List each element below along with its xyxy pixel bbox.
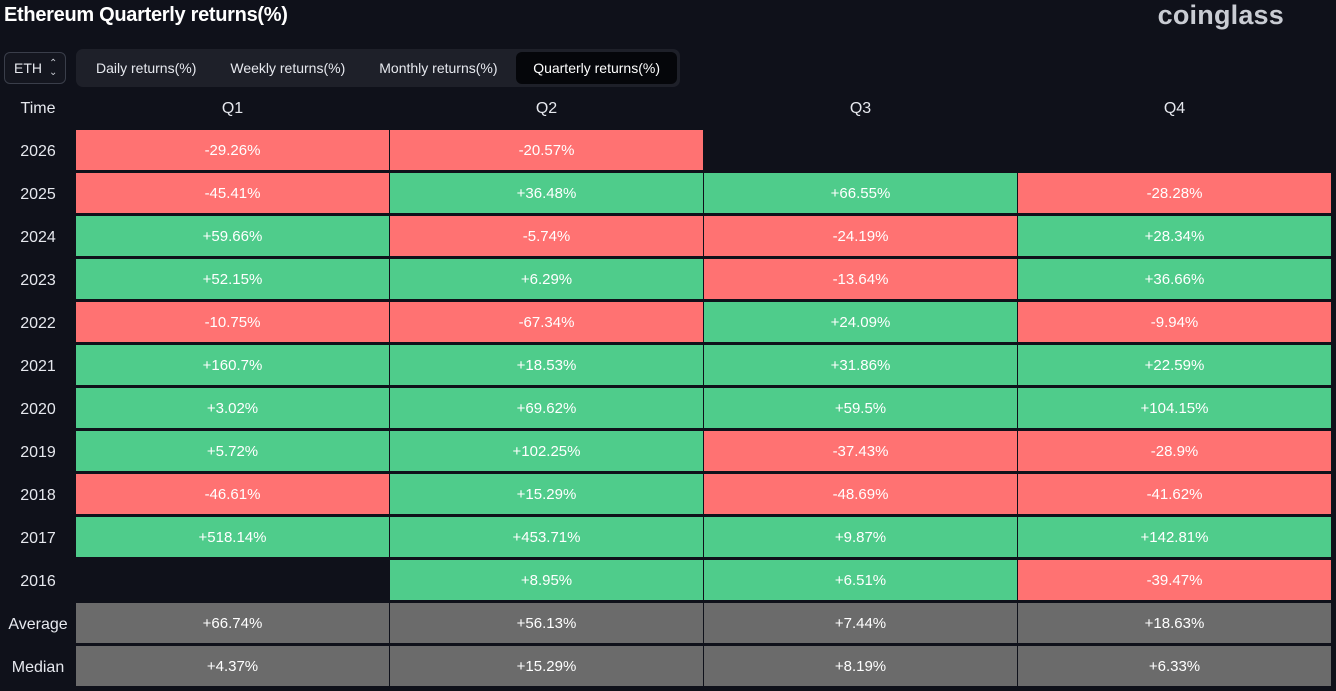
brand-logo[interactable]: coinglass [1157, 0, 1284, 30]
return-cell: -24.19% [704, 216, 1017, 256]
returns-tabs: Daily returns(%) Weekly returns(%) Month… [76, 49, 680, 87]
chevron-up-down-icon: ⌃ ⌄ [49, 58, 58, 78]
table-row: 2026 -29.26% -20.57% [0, 130, 1336, 173]
row-header-label: Time [20, 100, 56, 117]
return-cell: +24.09% [704, 302, 1017, 342]
year-label: 2024 [20, 228, 56, 246]
return-cell: +22.59% [1018, 345, 1331, 385]
asset-select[interactable]: ETH ⌃ ⌄ [4, 52, 66, 84]
year-label: 2026 [20, 142, 56, 160]
table-row: 2024 +59.66% -5.74% -24.19% +28.34% [0, 216, 1336, 259]
column-header-q1: Q1 [221, 100, 244, 117]
summary-row: Median +4.37% +15.29% +8.19% +6.33% [0, 646, 1336, 689]
return-cell: +18.63% [1018, 603, 1331, 643]
page-title: Ethereum Quarterly returns(%) [4, 4, 288, 26]
return-cell: +6.51% [704, 560, 1017, 600]
return-cell: +31.86% [704, 345, 1017, 385]
return-cell: +52.15% [76, 259, 389, 299]
tab-monthly-returns[interactable]: Monthly returns(%) [379, 60, 498, 76]
return-cell: +36.48% [390, 173, 703, 213]
return-cell: -39.47% [1018, 560, 1331, 600]
return-cell: +8.19% [704, 646, 1017, 686]
return-cell: -9.94% [1018, 302, 1331, 342]
tab-weekly-returns[interactable]: Weekly returns(%) [230, 60, 346, 76]
tab-daily-returns[interactable]: Daily returns(%) [96, 60, 197, 76]
return-cell: +3.02% [76, 388, 389, 428]
table-row: 2019 +5.72% +102.25% -37.43% -28.9% [0, 431, 1336, 474]
return-cell: -41.62% [1018, 474, 1331, 514]
return-cell: -28.9% [1018, 431, 1331, 471]
return-cell: -13.64% [704, 259, 1017, 299]
asset-select-value: ETH [14, 60, 42, 76]
return-cell: +66.74% [76, 603, 389, 643]
return-cell: +104.15% [1018, 388, 1331, 428]
return-cell: -45.41% [76, 173, 389, 213]
return-cell: +59.5% [704, 388, 1017, 428]
table-row: 2025 -45.41% +36.48% +66.55% -28.28% [0, 173, 1336, 216]
summary-row-label: Average [8, 615, 68, 633]
table-row: 2023 +52.15% +6.29% -13.64% +36.66% [0, 259, 1336, 302]
return-cell: -5.74% [390, 216, 703, 256]
return-cell: -28.28% [1018, 173, 1331, 213]
year-label: 2018 [20, 486, 56, 504]
return-cell: -37.43% [704, 431, 1017, 471]
tab-quarterly-returns[interactable]: Quarterly returns(%) [516, 52, 677, 84]
return-cell: +59.66% [76, 216, 389, 256]
column-header-q3: Q3 [849, 100, 872, 117]
column-header-q2: Q2 [535, 100, 558, 117]
table-row: 2017 +518.14% +453.71% +9.87% +142.81% [0, 517, 1336, 560]
year-label: 2022 [20, 314, 56, 332]
return-cell: +66.55% [704, 173, 1017, 213]
return-cell: +6.33% [1018, 646, 1331, 686]
table-header-row: Time Q1 Q2 Q3 Q4 [0, 88, 1336, 130]
return-cell: +15.29% [390, 474, 703, 514]
return-cell: -46.61% [76, 474, 389, 514]
return-cell: +453.71% [390, 517, 703, 557]
year-label: 2023 [20, 271, 56, 289]
return-cell: -48.69% [704, 474, 1017, 514]
table-row: 2022 -10.75% -67.34% +24.09% -9.94% [0, 302, 1336, 345]
return-cell: +56.13% [390, 603, 703, 643]
return-cell: -67.34% [390, 302, 703, 342]
return-cell: +69.62% [390, 388, 703, 428]
return-cell: +8.95% [390, 560, 703, 600]
return-cell: +160.7% [76, 345, 389, 385]
return-cell: +36.66% [1018, 259, 1331, 299]
return-cell: +5.72% [76, 431, 389, 471]
return-cell: -20.57% [390, 130, 703, 170]
summary-row-label: Median [11, 658, 65, 676]
return-cell: -29.26% [76, 130, 389, 170]
table-row: 2018 -46.61% +15.29% -48.69% -41.62% [0, 474, 1336, 517]
return-cell: +7.44% [704, 603, 1017, 643]
year-label: 2016 [20, 572, 56, 590]
return-cell: +18.53% [390, 345, 703, 385]
return-cell: +4.37% [76, 646, 389, 686]
empty-cell [76, 560, 389, 600]
table-row: 2020 +3.02% +69.62% +59.5% +104.15% [0, 388, 1336, 431]
return-cell: +102.25% [390, 431, 703, 471]
return-cell: +28.34% [1018, 216, 1331, 256]
column-header-q4: Q4 [1163, 100, 1186, 117]
empty-cell [1018, 130, 1331, 170]
year-label: 2025 [20, 185, 56, 203]
return-cell: +142.81% [1018, 517, 1331, 557]
year-label: 2020 [20, 400, 56, 418]
table-row: 2021 +160.7% +18.53% +31.86% +22.59% [0, 345, 1336, 388]
return-cell: +6.29% [390, 259, 703, 299]
returns-table: Time Q1 Q2 Q3 Q4 2026 -29.26% -20.57% 2025 -… [0, 88, 1336, 689]
year-label: 2021 [20, 357, 56, 375]
return-cell: -10.75% [76, 302, 389, 342]
year-label: 2019 [20, 443, 56, 461]
table-row: 2016 +8.95% +6.51% -39.47% [0, 560, 1336, 603]
year-label: 2017 [20, 529, 56, 547]
table-body: 2026 -29.26% -20.57% 2025 -45.41% +36.48% +66.… [0, 130, 1336, 689]
return-cell: +15.29% [390, 646, 703, 686]
empty-cell [704, 130, 1017, 170]
return-cell: +518.14% [76, 517, 389, 557]
summary-row: Average +66.74% +56.13% +7.44% +18.63% [0, 603, 1336, 646]
return-cell: +9.87% [704, 517, 1017, 557]
